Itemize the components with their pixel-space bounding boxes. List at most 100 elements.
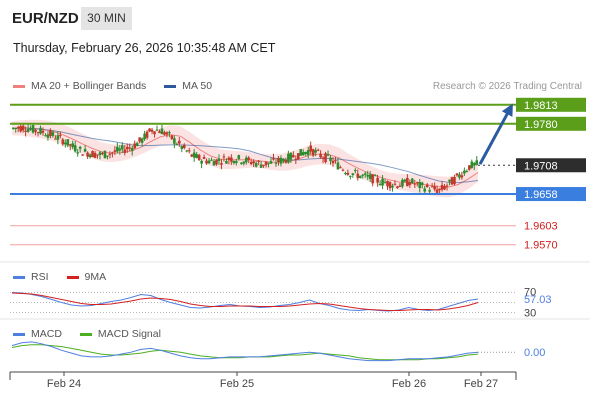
candle-body	[274, 162, 278, 164]
candle-body	[269, 161, 273, 164]
candle	[178, 137, 181, 147]
candle	[435, 185, 439, 195]
rsi-legend: RSI 9MA	[13, 271, 124, 283]
candle-body	[324, 153, 327, 163]
candle	[135, 141, 139, 147]
candle	[244, 155, 248, 165]
candle-body	[178, 140, 181, 144]
candle	[237, 154, 241, 161]
candle-body	[264, 161, 268, 166]
candle	[235, 158, 238, 166]
candle-body	[108, 153, 112, 155]
candle-body	[292, 155, 295, 158]
candle	[418, 179, 422, 193]
candle	[153, 131, 156, 138]
rsi-level-label: 70	[524, 287, 536, 299]
candle-body	[14, 128, 18, 130]
candle	[111, 151, 114, 158]
candle	[262, 164, 265, 168]
candle-body	[123, 149, 127, 153]
legend-macd-signal: MACD Signal	[79, 328, 161, 340]
candle-body	[118, 148, 122, 151]
candle	[212, 158, 216, 166]
candle	[386, 180, 389, 190]
candle	[41, 127, 45, 136]
candle	[376, 174, 379, 187]
candle-body	[247, 157, 251, 160]
candle	[433, 182, 436, 192]
candle	[430, 183, 434, 188]
candle-body	[428, 190, 431, 192]
candle-body	[155, 129, 159, 131]
candle	[393, 180, 397, 186]
candle-body	[98, 152, 102, 156]
candle-body	[272, 158, 275, 160]
candle	[249, 158, 253, 166]
candle	[349, 175, 352, 180]
candle	[463, 167, 466, 176]
candle	[470, 159, 474, 169]
candle-body	[41, 130, 45, 133]
candle	[314, 147, 317, 157]
price-legend: MA 20 + Bollinger Bands MA 50	[13, 80, 230, 92]
candle-body	[301, 152, 305, 156]
candle-body	[190, 154, 194, 157]
candle-body	[252, 161, 255, 164]
candle	[180, 145, 184, 153]
candle-body	[329, 157, 332, 161]
candle	[267, 162, 270, 168]
candle-body	[121, 145, 124, 150]
candle-body	[262, 164, 265, 166]
candle-body	[460, 175, 464, 178]
candle	[284, 157, 288, 164]
candle-body	[309, 145, 312, 152]
candle-body	[26, 128, 30, 132]
candle	[36, 131, 40, 137]
level-label: 1.9570	[524, 240, 558, 252]
candle-body	[386, 180, 389, 187]
candle	[304, 151, 308, 157]
candle	[358, 175, 362, 179]
legend-rsi: RSI	[13, 271, 49, 283]
candle	[123, 145, 127, 156]
candle-body	[227, 157, 231, 160]
candle-body	[257, 160, 260, 162]
candle	[351, 173, 355, 178]
candle-body	[425, 184, 429, 188]
candle-body	[101, 152, 104, 154]
timeframe-badge[interactable]: 30 MIN	[81, 7, 132, 30]
candle-body	[450, 177, 454, 185]
candle-body	[49, 130, 52, 137]
candle-body	[378, 184, 382, 186]
candle	[396, 185, 399, 189]
candle	[344, 171, 347, 176]
candle	[272, 153, 275, 161]
candle-body	[420, 182, 424, 185]
candle-body	[373, 175, 377, 177]
candle-body	[455, 173, 459, 176]
candle-body	[29, 128, 32, 130]
candle-body	[356, 173, 360, 179]
candle-body	[232, 160, 236, 164]
candle	[78, 145, 82, 153]
level-label: 1.9813	[524, 100, 558, 112]
candle	[274, 158, 278, 167]
candle	[232, 160, 236, 165]
candle-body	[440, 184, 444, 190]
candle	[98, 150, 102, 160]
candle	[187, 147, 191, 154]
x-tick-label: Feb 26	[392, 378, 426, 390]
candle-body	[73, 145, 77, 152]
candle	[63, 139, 67, 148]
candle-body	[331, 160, 335, 164]
candle	[373, 173, 377, 177]
level-tag	[516, 116, 586, 131]
candle	[49, 128, 52, 139]
candle-body	[71, 143, 75, 148]
candle	[408, 179, 412, 188]
candle-body	[39, 127, 42, 134]
candle	[279, 155, 283, 167]
candle-body	[81, 154, 84, 156]
candle-body	[403, 179, 407, 182]
candle-body	[111, 152, 114, 154]
